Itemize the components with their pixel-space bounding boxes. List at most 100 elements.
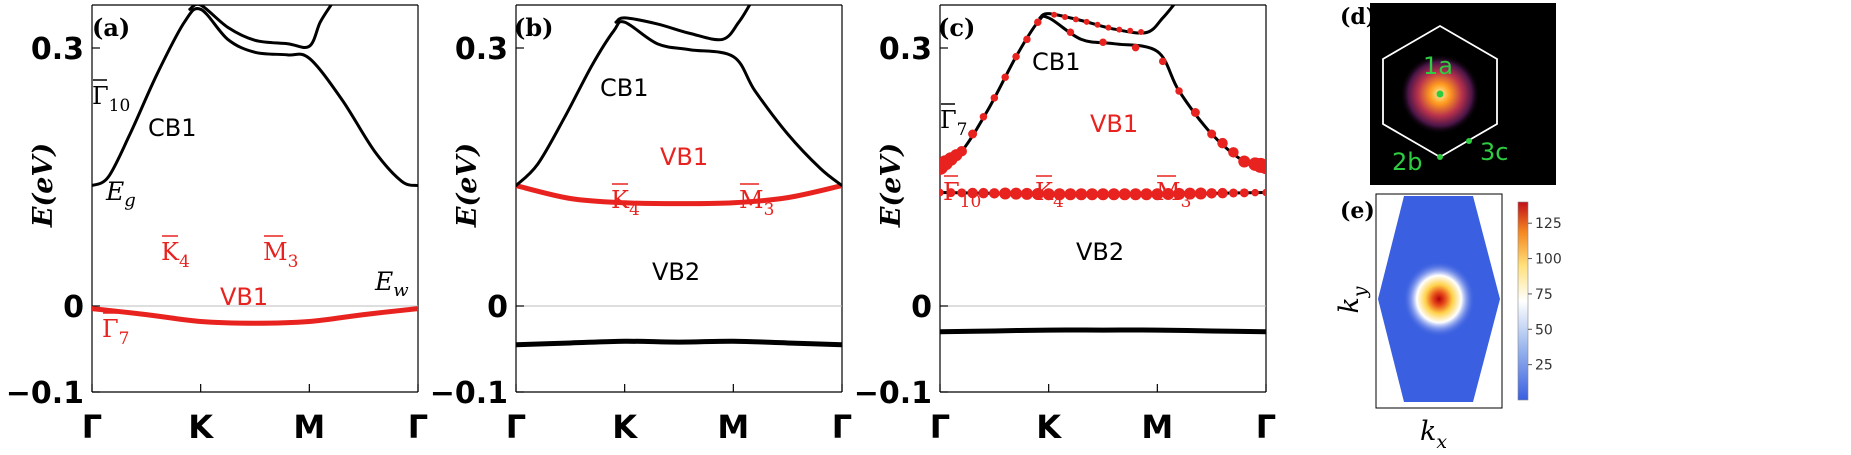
svg-text:Γ7: Γ7	[102, 315, 129, 349]
svg-text:M3: M3	[739, 186, 774, 220]
weight-marker-vb1	[1118, 188, 1131, 201]
svg-text:K4: K4	[1035, 178, 1064, 212]
panel-b-ylabel: E(eV)	[452, 143, 483, 228]
weight-marker-vb1	[989, 188, 1000, 199]
weight-marker-vb1	[1053, 188, 1066, 201]
panel-b-vb2-label: VB2	[652, 258, 700, 286]
x-tick-label: Γ	[1256, 408, 1276, 446]
panel-b-k4-sub: 4	[629, 200, 640, 220]
weight-marker-cb1	[1238, 155, 1251, 168]
weight-marker-cb2	[1072, 16, 1079, 23]
panel-a-k4-sub: 4	[179, 252, 190, 272]
panel-d-label-1a: 1a	[1423, 52, 1453, 80]
weight-marker-cb2	[1061, 14, 1068, 21]
weight-marker-vb1	[1010, 187, 1023, 200]
weight-marker-cb1	[1159, 57, 1167, 66]
panel-c-gamma7-main: Γ	[940, 106, 957, 134]
weight-marker-vb1	[1107, 188, 1120, 201]
weight-marker-cb1	[956, 145, 967, 157]
panel-a-label: (a)	[92, 13, 130, 42]
x-tick-label: Γ	[930, 408, 950, 446]
panel-a-bands	[92, 5, 418, 326]
weight-marker-vb1	[957, 188, 967, 198]
panel-a-m3-main: M	[263, 238, 288, 266]
band-cb1	[92, 7, 418, 188]
weight-marker-vb1	[946, 188, 956, 198]
panel-a-k4-label: K4	[161, 235, 190, 272]
panel-a-ew-main: E	[374, 267, 393, 296]
panel-e-ylabel: ky	[1334, 286, 1371, 313]
panel-e-ylabel-main: k	[1334, 297, 1365, 313]
svg-text:M3: M3	[1156, 178, 1191, 212]
panel-c-ylabel-text: E(eV)	[876, 143, 907, 228]
panel-a-gamma10-main: Γ	[92, 82, 109, 110]
panel-a-gamma7-label: Γ7	[102, 312, 129, 349]
panel-d-label-2b: 2b	[1392, 148, 1423, 176]
panel-a-gamma10-label: Γ10	[92, 79, 130, 116]
weight-marker-cb2	[1116, 26, 1123, 33]
panel-a-eg-label: Eg	[105, 177, 136, 211]
x-tick-label: M	[293, 408, 325, 446]
band-cb2	[1038, 5, 1176, 35]
x-tick-label: Γ	[82, 408, 102, 446]
panel-c-cb1-label: CB1	[1032, 48, 1081, 76]
weight-marker-vb1	[1140, 188, 1153, 201]
panel-b-label: (b)	[514, 13, 554, 42]
panel-c-m3-main: M	[1156, 178, 1181, 206]
panel-a-frame	[91, 4, 419, 393]
panel-c-k4-sub: 4	[1053, 192, 1064, 212]
panel-b-ticks: Γ K M Γ−0.100.3	[430, 32, 852, 446]
panel-a-m3-sub: 3	[288, 252, 299, 272]
weight-marker-cb1	[1228, 147, 1239, 158]
y-tick-label: 0.3	[455, 32, 508, 67]
weight-marker-cb1	[1190, 108, 1200, 117]
panel-e-xlabel: kx	[1420, 416, 1447, 453]
panel-c-bands	[940, 5, 1266, 335]
panel-b-cb1-label: CB1	[600, 74, 649, 102]
weight-marker-cb1	[1066, 28, 1075, 36]
panel-b-frame	[515, 4, 843, 393]
weight-marker-vb1	[1064, 188, 1077, 201]
svg-text:Γ10: Γ10	[943, 178, 981, 212]
x-tick-label: M	[1141, 408, 1173, 446]
colorbar-tick-label: 25	[1535, 358, 1553, 374]
weight-marker-vb1	[999, 187, 1012, 200]
weight-marker-cb1	[1131, 43, 1140, 52]
weight-marker-cb1	[968, 129, 978, 139]
panel-c-frame	[939, 4, 1267, 393]
weight-marker-vb1	[1162, 188, 1175, 201]
panel-b-bands	[516, 5, 842, 348]
x-tick-label: M	[717, 408, 749, 446]
panel-a-eg-sub: g	[124, 190, 136, 211]
panel-a-ylabel: E(eV)	[28, 143, 59, 228]
weight-marker-cb1	[979, 113, 988, 121]
band-cb2	[188, 5, 333, 50]
weight-marker-cb1	[1012, 52, 1020, 61]
panel-e-frame	[1375, 193, 1503, 409]
weight-marker-vb1	[1020, 187, 1033, 200]
weight-marker-vb1	[1173, 187, 1186, 200]
weight-marker-vb1	[1086, 188, 1099, 201]
panel-d: (d) 1a 2b 3c	[1340, 3, 1556, 185]
panel-d-label-3c: 3c	[1480, 138, 1508, 166]
y-tick-label: 0	[911, 290, 932, 325]
weight-marker-vb1	[1228, 188, 1238, 198]
band-vb1	[92, 306, 418, 326]
y-tick-label: −0.1	[6, 376, 84, 411]
panel-c-gamma10-main: Γ	[943, 178, 960, 206]
panel-e-xlabel-sub: x	[1436, 431, 1447, 453]
x-tick-label: K	[1036, 408, 1062, 446]
weight-marker-cb2	[1138, 28, 1145, 35]
panel-a-ticks: Γ K M Γ−0.100.3	[6, 32, 428, 446]
x-tick-label: Γ	[506, 408, 526, 446]
svg-text:K4: K4	[161, 238, 190, 272]
weight-marker-cb2	[1105, 24, 1112, 31]
panel-c-vb1-label: VB1	[1090, 110, 1138, 138]
colorbar-tick-label: 100	[1535, 252, 1562, 268]
panel-c-k4-label: K4	[1035, 175, 1064, 212]
panel-a-cb1-label: CB1	[148, 114, 197, 142]
x-tick-label: Γ	[832, 408, 852, 446]
panel-c-k4-main: K	[1035, 178, 1054, 206]
weight-marker-vb1	[1206, 188, 1217, 199]
